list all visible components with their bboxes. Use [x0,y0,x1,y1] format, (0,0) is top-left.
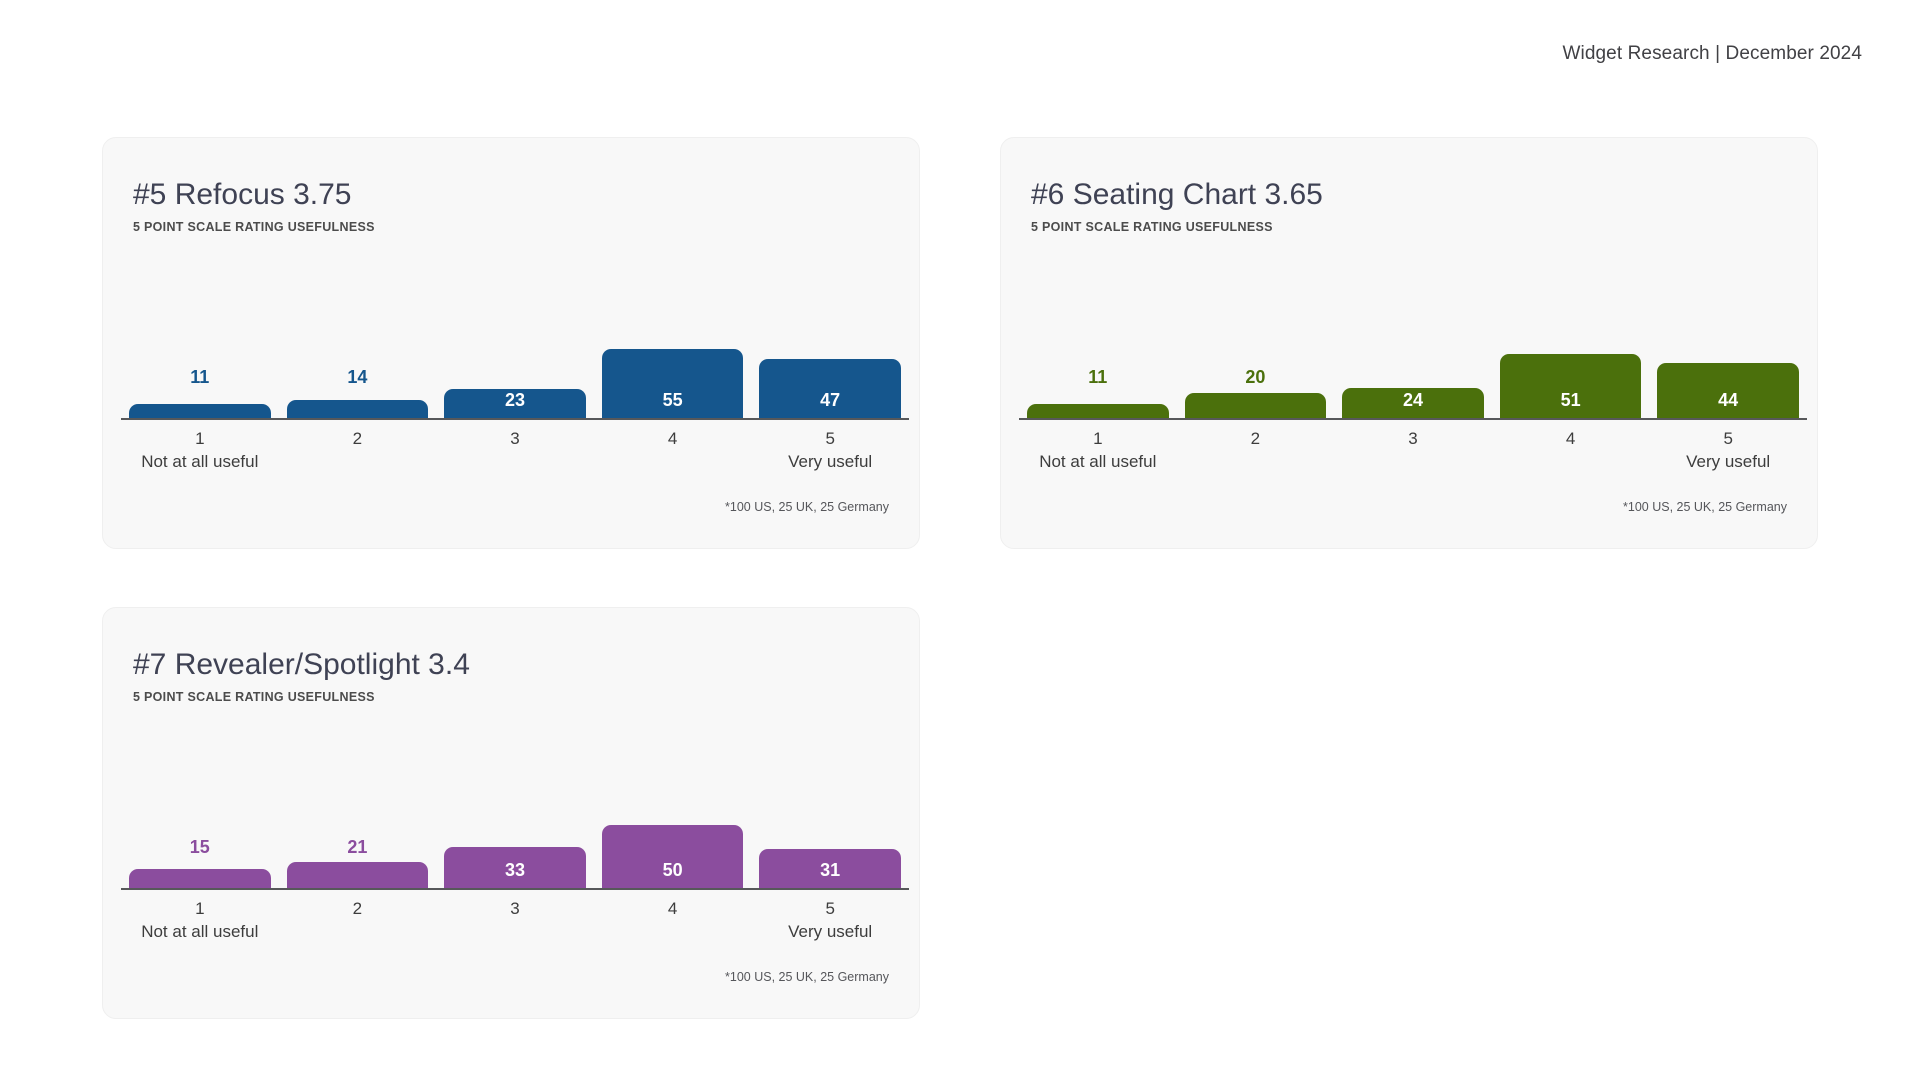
bar-value-label: 21 [347,837,368,857]
x-axis-sublabels: Not at all useful Very useful [1019,452,1807,472]
x-axis-sublabel [1492,452,1650,472]
x-axis-sublabels: Not at all useful Very useful [121,452,909,472]
bar-value-label: 47 [820,390,841,410]
x-axis-sublabels: Not at all useful Very useful [121,922,909,942]
x-axis-sublabel [594,452,752,472]
x-axis-sublabel: Not at all useful [141,922,259,941]
chart-card-revealer-spotlight: #7 Revealer/Spotlight 3.4 5 POINT SCALE … [102,607,920,1019]
chart-footnote: *100 US, 25 UK, 25 Germany [1623,500,1787,514]
x-axis-sublabel [436,452,594,472]
bar [286,400,429,418]
bar-value-label: 23 [504,390,525,410]
bar-value-label: 50 [662,860,683,880]
x-tick-label: 5 [825,429,835,448]
bar-value-label: 44 [1718,390,1739,410]
x-tick-label: 5 [1723,429,1733,448]
x-axis-ticks: 1 2 3 4 5 [1019,429,1807,449]
x-axis-sublabel: Very useful [788,922,873,941]
x-axis-ticks: 1 2 3 4 5 [121,899,909,919]
x-tick-label: 4 [667,429,678,448]
bar-value-label: 15 [189,837,210,857]
chart-card-refocus: #5 Refocus 3.75 5 POINT SCALE RATING USE… [102,137,920,549]
bar-slot: 15 [121,742,279,888]
x-axis-sublabel [1177,452,1335,472]
x-tick-label: 3 [1408,429,1418,448]
x-tick-label: 5 [825,899,835,918]
x-axis-sublabel: Not at all useful [1039,452,1157,471]
x-tick-label: 2 [352,899,363,918]
chart-subtitle: 5 POINT SCALE RATING USEFULNESS [133,690,375,704]
chart-title: #5 Refocus 3.75 [133,178,352,211]
x-axis-sublabel [594,922,752,942]
x-axis-sublabel: Very useful [1686,452,1771,471]
bar-slot: 20 [1177,272,1335,418]
x-axis-sublabel [1334,452,1492,472]
bar-slot: 24 [1334,272,1492,418]
x-axis-sublabel: Very useful [788,452,873,471]
x-tick-label: 4 [667,899,678,918]
x-axis-sublabel [436,922,594,942]
x-tick-label: 4 [1565,429,1576,448]
bar-value-label: 31 [820,860,841,880]
bar-value-label: 11 [190,367,210,387]
bar [1342,388,1484,418]
bar-plot: 11 14 23 55 47 [121,272,909,420]
bar [129,404,271,418]
x-tick-label: 1 [195,899,205,918]
bar [1499,354,1642,418]
bar-slot: 55 [594,272,752,418]
bar-slot: 31 [751,742,909,888]
bar [759,359,901,418]
bar-slot: 11 [121,272,279,418]
x-tick-label: 2 [1250,429,1261,448]
chart-subtitle: 5 POINT SCALE RATING USEFULNESS [1031,220,1273,234]
bar-slot: 11 [1019,272,1177,418]
bar [444,389,586,418]
bar-value-label: 55 [662,390,683,410]
bar-slot: 14 [279,272,437,418]
bar-slot: 44 [1649,272,1807,418]
x-tick-label: 1 [195,429,205,448]
bar [286,862,429,888]
x-tick-label: 3 [510,899,520,918]
bar [1027,404,1169,418]
bar-value-label: 11 [1088,367,1108,387]
chart-title: #7 Revealer/Spotlight 3.4 [133,648,470,681]
x-axis-sublabel [279,452,437,472]
charts-grid: #5 Refocus 3.75 5 POINT SCALE RATING USE… [102,137,1818,1019]
chart-card-seating-chart: #6 Seating Chart 3.65 5 POINT SCALE RATI… [1000,137,1818,549]
bar [759,849,901,888]
bar-value-label: 33 [504,860,525,880]
bar [601,825,744,888]
x-tick-label: 3 [510,429,520,448]
x-tick-label: 2 [352,429,363,448]
x-axis-ticks: 1 2 3 4 5 [121,429,909,449]
bar-slot: 47 [751,272,909,418]
x-axis-sublabel: Not at all useful [141,452,259,471]
bar-slot: 21 [279,742,437,888]
x-tick-label: 1 [1093,429,1103,448]
bar-slot: 51 [1492,272,1650,418]
x-axis-sublabel [279,922,437,942]
report-header-caption: Widget Research | December 2024 [1562,43,1862,64]
bar-slot: 50 [594,742,752,888]
bar [1184,393,1327,418]
bar [1657,363,1799,418]
bar-plot: 15 21 33 50 31 [121,742,909,890]
bar-value-label: 14 [347,367,368,387]
chart-subtitle: 5 POINT SCALE RATING USEFULNESS [133,220,375,234]
chart-footnote: *100 US, 25 UK, 25 Germany [725,500,889,514]
bar-slot: 33 [436,742,594,888]
bar [601,349,744,418]
bar-value-label: 51 [1560,390,1581,410]
bar-plot: 11 20 24 51 44 [1019,272,1807,420]
bar-value-label: 24 [1402,390,1423,410]
bar [129,869,271,888]
chart-title: #6 Seating Chart 3.65 [1031,178,1323,211]
bar-slot: 23 [436,272,594,418]
bar [444,847,586,888]
bar-value-label: 20 [1245,367,1266,387]
chart-footnote: *100 US, 25 UK, 25 Germany [725,970,889,984]
